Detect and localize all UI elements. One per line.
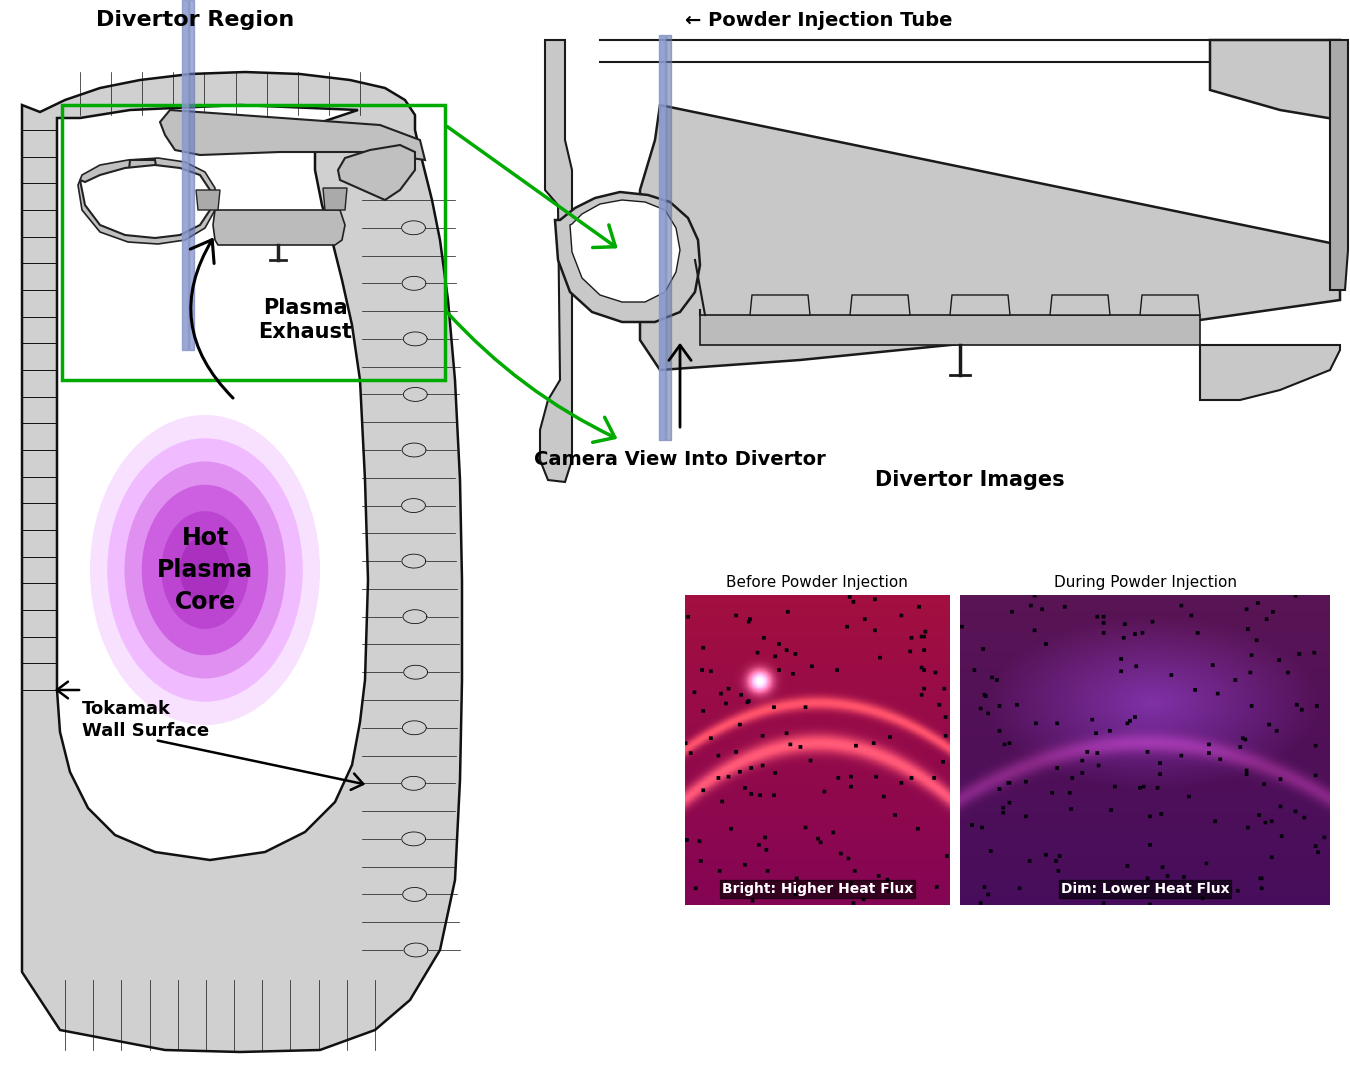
Polygon shape [1330, 40, 1349, 291]
FancyArrowPatch shape [668, 346, 691, 428]
Polygon shape [404, 610, 427, 623]
Polygon shape [701, 315, 1200, 345]
Text: Camera View Into Divertor: Camera View Into Divertor [535, 450, 826, 469]
FancyArrowPatch shape [447, 312, 614, 443]
Polygon shape [161, 110, 425, 160]
Polygon shape [850, 295, 910, 315]
Text: Divertor Images: Divertor Images [875, 470, 1065, 490]
FancyArrowPatch shape [447, 126, 616, 247]
Polygon shape [402, 554, 425, 568]
Polygon shape [540, 40, 572, 482]
Polygon shape [196, 190, 220, 210]
Ellipse shape [142, 485, 269, 656]
Polygon shape [404, 943, 428, 957]
Text: Bright: Higher Heat Flux: Bright: Higher Heat Flux [722, 881, 913, 895]
Polygon shape [78, 158, 215, 244]
Text: ← Powder Injection Tube: ← Powder Injection Tube [684, 11, 953, 29]
Polygon shape [1200, 345, 1341, 400]
Polygon shape [402, 499, 425, 513]
Polygon shape [950, 295, 1010, 315]
Text: Tokamak
Wall Surface: Tokamak Wall Surface [82, 700, 209, 740]
Polygon shape [1210, 40, 1341, 120]
Polygon shape [402, 220, 425, 234]
Text: Plasma
Exhaust: Plasma Exhaust [258, 298, 352, 342]
Polygon shape [640, 105, 1341, 370]
Polygon shape [213, 210, 346, 245]
Polygon shape [404, 665, 428, 679]
Polygon shape [22, 72, 462, 1052]
Text: Divertor Region: Divertor Region [96, 10, 294, 30]
Polygon shape [80, 165, 211, 238]
Text: During Powder Injection: During Powder Injection [1053, 575, 1237, 590]
Polygon shape [555, 192, 701, 322]
Text: Dim: Lower Heat Flux: Dim: Lower Heat Flux [1061, 881, 1230, 895]
Polygon shape [402, 888, 427, 902]
Ellipse shape [180, 536, 231, 604]
Ellipse shape [161, 511, 248, 629]
Polygon shape [404, 332, 427, 346]
Polygon shape [126, 160, 162, 235]
Text: Hot
Plasma
Core: Hot Plasma Core [157, 526, 252, 613]
Ellipse shape [90, 415, 320, 725]
Polygon shape [402, 832, 425, 846]
Polygon shape [751, 295, 810, 315]
FancyArrowPatch shape [158, 741, 363, 789]
Polygon shape [404, 388, 428, 402]
Polygon shape [323, 188, 347, 210]
Polygon shape [1050, 295, 1110, 315]
Polygon shape [570, 200, 680, 302]
Ellipse shape [124, 461, 285, 678]
Polygon shape [57, 105, 369, 860]
Polygon shape [338, 145, 414, 200]
Polygon shape [402, 720, 427, 734]
Text: Before Powder Injection: Before Powder Injection [726, 575, 909, 590]
Ellipse shape [107, 438, 302, 702]
Polygon shape [1139, 295, 1200, 315]
FancyArrowPatch shape [190, 240, 234, 399]
FancyArrowPatch shape [57, 681, 80, 699]
Polygon shape [402, 276, 427, 291]
Polygon shape [402, 443, 427, 457]
Polygon shape [402, 777, 425, 791]
